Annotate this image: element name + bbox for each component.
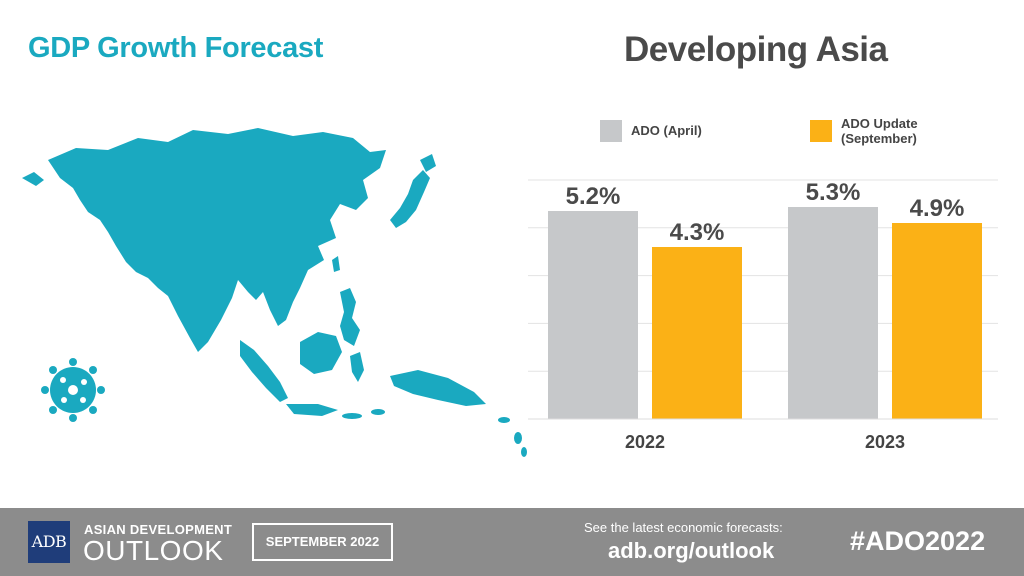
- legend-label-april: ADO (April): [631, 123, 702, 138]
- data-label-2022-series-1: 4.3%: [670, 219, 725, 246]
- island-small: [498, 417, 510, 423]
- page-title: GDP Growth Forecast: [28, 32, 324, 64]
- legend-swatch-april: [600, 120, 622, 142]
- sulawesi-island: [350, 352, 364, 382]
- asia-map-icon: [22, 128, 527, 457]
- island-west: [22, 172, 44, 186]
- bar-2023-series-1: [892, 223, 982, 419]
- island-small: [371, 409, 385, 415]
- legend-label-update: ADO Update (September): [841, 116, 918, 146]
- bar-2023-series-0: [788, 207, 878, 419]
- footer-bar: ADB ASIAN DEVELOPMENT OUTLOOK SEPTEMBER …: [0, 508, 1024, 576]
- cta-link[interactable]: adb.org/outlook: [608, 538, 775, 563]
- virus-icon: [41, 358, 105, 422]
- data-label-2023-series-1: 4.9%: [910, 195, 965, 222]
- bar-2022-series-0: [548, 211, 638, 419]
- data-label-2023-series-0: 5.3%: [806, 179, 861, 206]
- adb-logo[interactable]: ADB: [28, 521, 70, 563]
- x-tick-label-2023: 2023: [865, 432, 905, 452]
- philippines-islands: [340, 288, 360, 346]
- island-small: [342, 413, 362, 419]
- brand-line2: OUTLOOK: [83, 535, 224, 566]
- new-guinea-island: [390, 370, 486, 406]
- island-small: [521, 447, 527, 457]
- island-small: [514, 432, 522, 444]
- taiwan-island: [332, 256, 340, 272]
- asia-mainland: [48, 128, 386, 352]
- brand-line1: ASIAN DEVELOPMENT: [84, 522, 233, 537]
- japan-island: [390, 170, 430, 228]
- borneo-island: [300, 332, 342, 374]
- hokkaido-island: [420, 154, 436, 172]
- cta-text: See the latest economic forecasts:: [584, 520, 783, 535]
- data-label-2022-series-0: 5.2%: [566, 183, 621, 210]
- sumatra-island: [240, 340, 288, 402]
- legend-swatch-update: [810, 120, 832, 142]
- hashtag: #ADO2022: [850, 526, 986, 556]
- java-island: [286, 404, 338, 416]
- chart-title: Developing Asia: [624, 30, 888, 69]
- x-tick-label-2022: 2022: [625, 432, 665, 452]
- edition-badge: SEPTEMBER 2022: [252, 523, 393, 561]
- bar-2022-series-1: [652, 247, 742, 419]
